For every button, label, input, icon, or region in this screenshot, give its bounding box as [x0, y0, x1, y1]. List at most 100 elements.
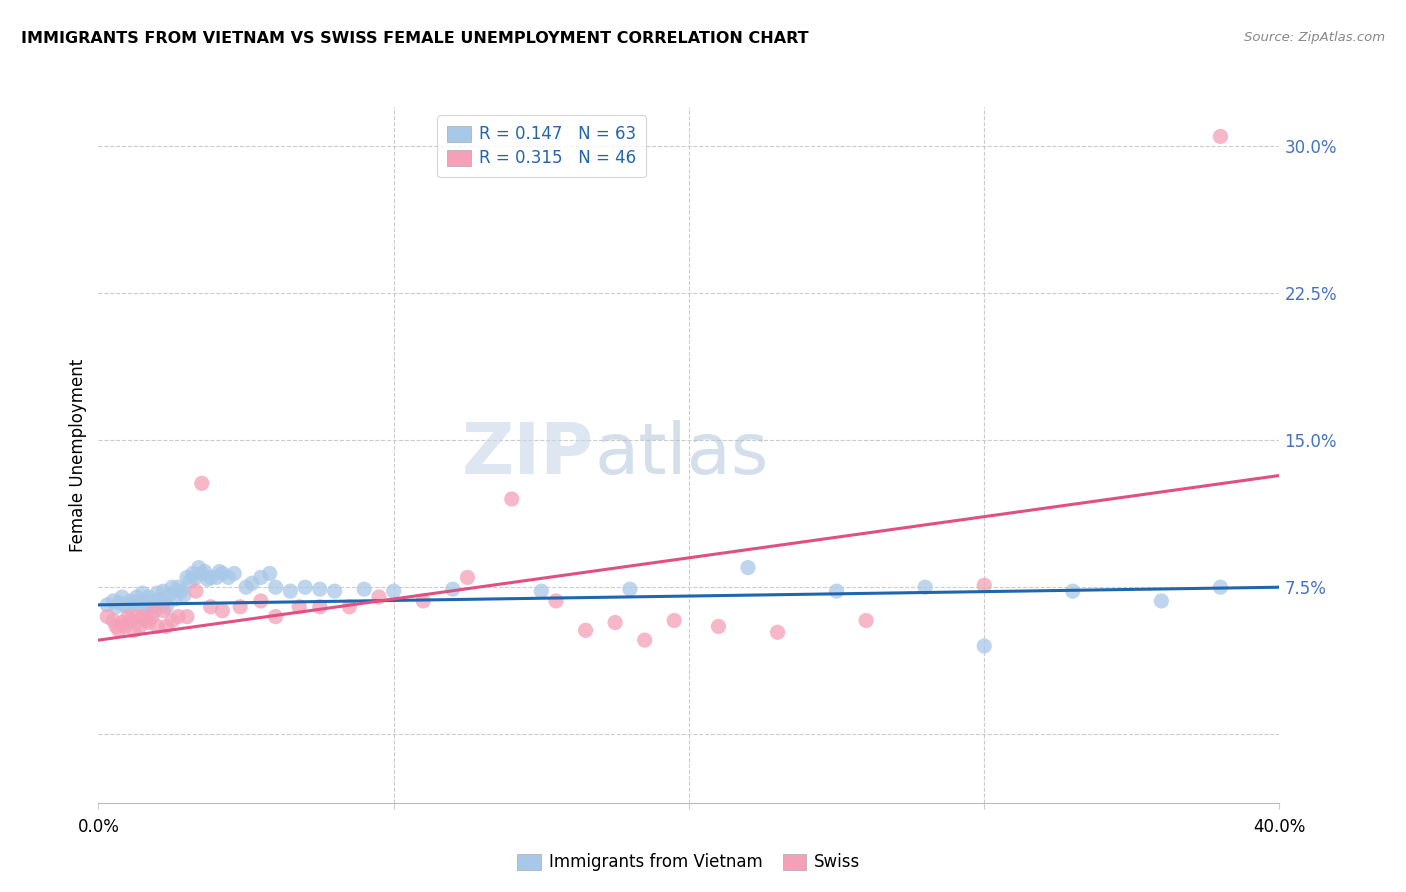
Point	[128, 599, 150, 614]
Point	[114, 598, 136, 612]
Point	[382, 584, 405, 599]
Point	[132, 609, 155, 624]
Point	[217, 570, 239, 584]
Point	[176, 570, 198, 584]
Point	[152, 596, 174, 610]
Point	[337, 599, 360, 614]
Point	[191, 476, 214, 491]
Point	[122, 596, 145, 610]
Point	[152, 604, 174, 618]
Point	[1062, 584, 1084, 599]
Point	[176, 609, 198, 624]
Point	[208, 565, 231, 579]
Point	[179, 574, 201, 589]
Point	[191, 566, 214, 581]
Point	[530, 584, 553, 599]
Point	[135, 614, 157, 628]
Point	[200, 599, 222, 614]
Point	[125, 609, 148, 624]
Point	[155, 599, 177, 614]
Point	[149, 591, 172, 606]
Point	[288, 599, 311, 614]
Point	[103, 614, 125, 628]
Point	[184, 584, 207, 599]
Point	[323, 584, 346, 599]
Point	[544, 594, 567, 608]
Point	[132, 594, 155, 608]
Point	[353, 582, 375, 597]
Point	[135, 598, 157, 612]
Point	[120, 614, 142, 628]
Point	[117, 599, 139, 614]
Point	[633, 633, 655, 648]
Point	[143, 594, 166, 608]
Point	[224, 566, 246, 581]
Point	[1150, 594, 1173, 608]
Point	[240, 576, 263, 591]
Point	[294, 580, 316, 594]
Point	[117, 609, 139, 624]
Point	[146, 619, 169, 633]
Point	[229, 599, 252, 614]
Point	[197, 573, 219, 587]
Point	[162, 614, 183, 628]
Point	[200, 570, 222, 584]
Point	[138, 615, 160, 630]
Point	[914, 580, 936, 594]
Point	[309, 599, 332, 614]
Point	[114, 619, 136, 633]
Point	[235, 580, 257, 594]
Point	[111, 590, 134, 604]
Point	[737, 560, 759, 574]
Point	[181, 566, 204, 581]
Point	[278, 584, 302, 599]
Point	[108, 596, 131, 610]
Point	[1209, 580, 1232, 594]
Point	[825, 584, 848, 599]
Legend: Immigrants from Vietnam, Swiss: Immigrants from Vietnam, Swiss	[510, 847, 868, 878]
Point	[973, 639, 995, 653]
Point	[141, 599, 163, 614]
Point	[96, 609, 118, 624]
Point	[138, 590, 160, 604]
Point	[141, 609, 163, 624]
Point	[973, 578, 995, 592]
Text: ZIP: ZIP	[463, 420, 595, 490]
Point	[766, 625, 789, 640]
Point	[501, 491, 523, 506]
Point	[173, 588, 195, 602]
Point	[105, 599, 128, 614]
Point	[412, 594, 434, 608]
Point	[368, 590, 391, 604]
Point	[707, 619, 730, 633]
Point	[105, 619, 128, 633]
Point	[250, 594, 273, 608]
Point	[170, 584, 193, 599]
Point	[194, 565, 217, 579]
Text: 0.0%: 0.0%	[77, 819, 120, 837]
Point	[187, 560, 209, 574]
Point	[605, 615, 627, 630]
Point	[167, 580, 190, 594]
Point	[211, 604, 233, 618]
Point	[120, 594, 142, 608]
Point	[103, 594, 125, 608]
Point	[441, 582, 464, 597]
Point	[108, 624, 131, 638]
Point	[128, 619, 150, 633]
Point	[157, 588, 180, 602]
Point	[162, 580, 183, 594]
Point	[111, 615, 134, 630]
Point	[205, 570, 228, 584]
Point	[184, 570, 207, 584]
Point	[855, 614, 877, 628]
Text: Source: ZipAtlas.com: Source: ZipAtlas.com	[1244, 31, 1385, 45]
Point	[1209, 129, 1232, 144]
Point	[250, 570, 273, 584]
Point	[96, 598, 118, 612]
Point	[619, 582, 641, 597]
Point	[165, 591, 187, 606]
Text: 40.0%: 40.0%	[1253, 819, 1306, 837]
Point	[259, 566, 281, 581]
Point	[143, 604, 166, 618]
